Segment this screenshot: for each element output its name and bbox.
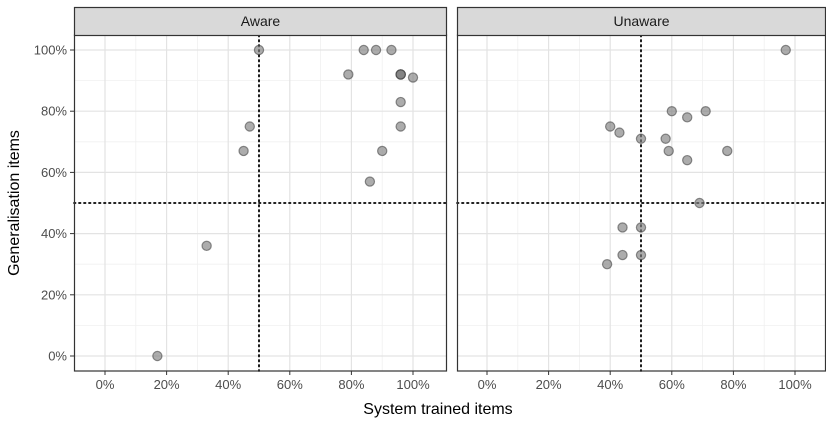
aware-data-point xyxy=(407,72,419,83)
unaware-x-tick-label: 100% xyxy=(778,377,812,392)
aware-strip-label: Aware xyxy=(241,13,281,29)
unaware-x-tick-label: 20% xyxy=(536,377,562,392)
unaware-strip xyxy=(456,6,826,37)
x-axis-title: System trained items xyxy=(363,401,512,418)
aware-data-point xyxy=(370,44,382,56)
aware-x-tick-label: 80% xyxy=(338,377,364,392)
unaware-data-point xyxy=(666,105,678,117)
aware-x-tick-label: 20% xyxy=(154,377,180,392)
unaware-data-point xyxy=(663,145,674,157)
unaware-data-point xyxy=(617,222,628,233)
unaware-data-point xyxy=(682,154,693,166)
unaware-x-tick-label: 60% xyxy=(659,377,685,392)
unaware-strip-label: Unaware xyxy=(613,13,669,29)
aware-data-point xyxy=(364,176,376,187)
aware-x-tick-label: 40% xyxy=(215,377,241,392)
aware-data-point xyxy=(395,96,406,108)
aware-data-point xyxy=(343,69,354,80)
unaware-data-point xyxy=(617,249,628,261)
aware-data-point xyxy=(238,145,249,157)
unaware-data-point xyxy=(601,259,613,270)
unaware-data-point xyxy=(722,145,733,157)
aware-x-tick-label: 100% xyxy=(396,377,430,392)
unaware-data-point xyxy=(780,44,791,56)
aware-data-point xyxy=(358,44,369,56)
unaware-data-point xyxy=(614,127,625,138)
unaware-x-tick-label: 40% xyxy=(597,377,623,392)
unaware-data-point xyxy=(635,133,647,144)
y-tick-label: 0% xyxy=(48,349,67,364)
aware-data-point xyxy=(244,121,255,132)
aware-x-tick-label: 60% xyxy=(277,377,303,392)
aware-data-point xyxy=(377,145,388,157)
aware-data-point xyxy=(395,69,406,80)
unaware-data-point xyxy=(660,133,671,144)
aware-data-point xyxy=(201,240,212,252)
y-tick-label: 60% xyxy=(41,165,67,180)
aware-data-point xyxy=(395,121,406,132)
y-tick-label: 40% xyxy=(41,226,67,241)
unaware-data-point xyxy=(682,112,693,123)
aware-x-tick-label: 0% xyxy=(96,377,115,392)
y-tick-label: 100% xyxy=(34,43,68,58)
aware-data-point xyxy=(152,350,163,362)
y-tick-label: 80% xyxy=(41,104,67,119)
aware-data-point xyxy=(253,44,265,56)
aware-data-point xyxy=(386,44,397,56)
unaware-x-tick-label: 0% xyxy=(478,377,497,392)
y-axis-title: Generalisation items xyxy=(6,130,23,276)
y-tick-label: 20% xyxy=(41,287,67,302)
unaware-data-point xyxy=(694,197,705,209)
unaware-x-tick-label: 80% xyxy=(720,377,746,392)
unaware-data-point xyxy=(635,249,647,261)
unaware-data-point xyxy=(700,105,711,117)
unaware-data-point xyxy=(635,222,647,233)
aware-strip xyxy=(73,6,448,37)
unaware-data-point xyxy=(605,121,616,132)
